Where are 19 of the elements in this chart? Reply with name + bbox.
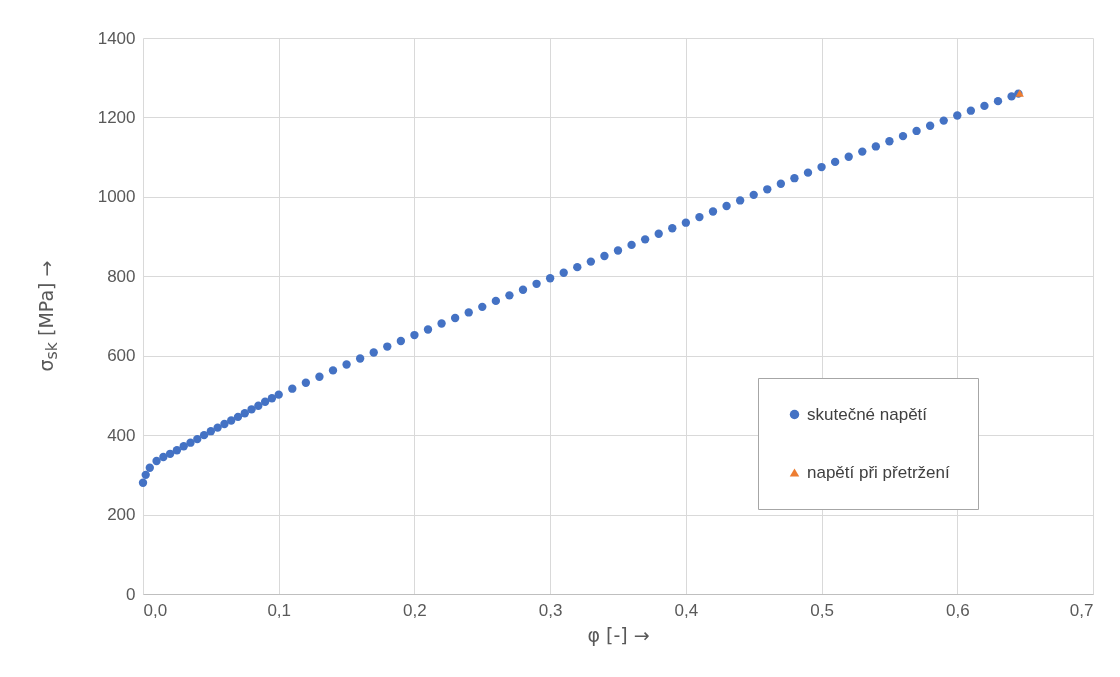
y-tick-label: 400 bbox=[107, 425, 136, 445]
y-tick-label: 0 bbox=[126, 584, 136, 604]
y-tick-label: 1200 bbox=[97, 107, 136, 127]
x-tick-label: 0,4 bbox=[674, 600, 699, 620]
y-tick-label: 600 bbox=[107, 346, 136, 366]
x-tick-label: 0,1 bbox=[267, 600, 292, 620]
y-tick-label: 1400 bbox=[97, 28, 136, 48]
legend-label: napětí při přetržení bbox=[807, 462, 950, 482]
x-tick-label: 0,3 bbox=[538, 600, 563, 620]
y-tick-label: 800 bbox=[107, 266, 136, 286]
y-tick-label: 1000 bbox=[97, 187, 136, 207]
legend-label: skutečné napětí bbox=[807, 404, 928, 424]
x-tick-label: 0,0 bbox=[143, 600, 168, 620]
x-tick-label: 0,2 bbox=[403, 600, 427, 620]
y-tick-label: 200 bbox=[107, 505, 136, 525]
x-axis-title: φ [-] → bbox=[587, 623, 650, 646]
x-tick-label: 0,7 bbox=[1069, 600, 1094, 620]
x-tick-label: 0,5 bbox=[810, 600, 834, 620]
x-tick-label: 0,6 bbox=[945, 600, 970, 620]
